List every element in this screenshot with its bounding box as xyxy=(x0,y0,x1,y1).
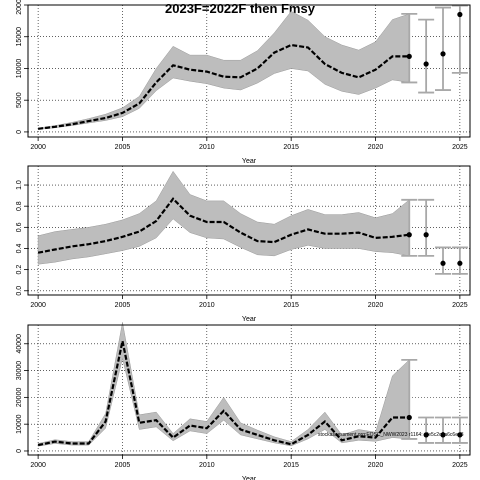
confidence-band xyxy=(37,10,410,130)
projection-point xyxy=(457,432,463,438)
y-tick-label: 0 xyxy=(16,130,23,134)
x-axis-label: Year xyxy=(242,158,257,165)
projection-point xyxy=(440,51,446,57)
projection-point xyxy=(423,432,429,438)
x-tick-label: 2010 xyxy=(199,302,215,309)
y-tick-label: 20000 xyxy=(16,0,23,15)
y-tick-label: 0.8 xyxy=(16,201,23,211)
x-tick-label: 2000 xyxy=(30,302,46,309)
projection-point xyxy=(406,414,412,421)
panel-middle: 2000 2005 2010 2015 2020 2025 0.0 0.2 0.4 0.6 0.8 1… xyxy=(16,165,471,323)
y-tick-label: 1.0 xyxy=(16,180,23,190)
x-tick-label: 2015 xyxy=(283,462,299,469)
plot-frame xyxy=(27,165,471,296)
confidence-band xyxy=(37,322,410,447)
x-tick-label: 2015 xyxy=(283,144,299,151)
projection-point xyxy=(440,432,446,438)
y-tick-label: 15000 xyxy=(16,27,23,47)
projection-point xyxy=(406,53,412,60)
projection-point xyxy=(457,11,463,18)
x-tick-label: 2000 xyxy=(30,144,46,151)
x-axis-label: Year xyxy=(242,316,257,323)
x-tick-label: 2020 xyxy=(368,302,384,309)
panel-bottom: 2000 2005 2010 2015 2020 2025 0 10000 20000 30000… xyxy=(16,322,471,480)
y-tick-label: 0.2 xyxy=(16,265,23,275)
y-tick-label: 0.6 xyxy=(16,222,23,232)
projection-point xyxy=(423,61,429,67)
projection-point xyxy=(423,232,429,238)
projection-point xyxy=(457,260,463,266)
x-tick-label: 2005 xyxy=(115,302,131,309)
estimate-line xyxy=(37,43,410,130)
plot-frame xyxy=(27,324,471,456)
estimate-line xyxy=(37,340,410,447)
projection-point xyxy=(406,232,412,238)
x-tick-label: 2005 xyxy=(115,462,131,469)
y-tick-label: 20000 xyxy=(16,388,23,408)
footnote: stockassessment.org:EOSC_NWW2023 r1164: … xyxy=(318,432,464,438)
y-tick-label: 40000 xyxy=(16,334,23,354)
y-tick-label: 30000 xyxy=(16,361,23,381)
panel-top: 2000 2005 2010 2015 2020 2025 0 5000 10000 15000 2… xyxy=(16,0,471,165)
y-tick-label: 10000 xyxy=(16,414,23,434)
x-tick-label: 2020 xyxy=(368,144,384,151)
x-tick-label: 2010 xyxy=(199,144,215,151)
y-tick-label: 0.4 xyxy=(16,244,23,254)
x-tick-label: 2000 xyxy=(30,462,46,469)
y-tick-label: 10000 xyxy=(16,59,23,79)
x-tick-label: 2025 xyxy=(452,302,468,309)
y-tick-label: 5000 xyxy=(16,92,23,108)
y-tick-label: 0.0 xyxy=(16,286,23,296)
estimate-line xyxy=(37,197,410,254)
x-tick-label: 2005 xyxy=(115,144,131,151)
x-tick-label: 2025 xyxy=(452,462,468,469)
projection-point xyxy=(440,260,446,266)
x-axis-label: Year xyxy=(242,476,257,480)
x-tick-label: 2025 xyxy=(452,144,468,151)
panels-group: 2000 2005 2010 2015 2020 2025 0 5000 10000 15000 2… xyxy=(16,0,471,480)
plot-frame xyxy=(27,4,471,138)
y-tick-label: 0 xyxy=(16,449,23,453)
x-tick-label: 2010 xyxy=(199,462,215,469)
x-tick-label: 2020 xyxy=(368,462,384,469)
x-tick-label: 2015 xyxy=(283,302,299,309)
